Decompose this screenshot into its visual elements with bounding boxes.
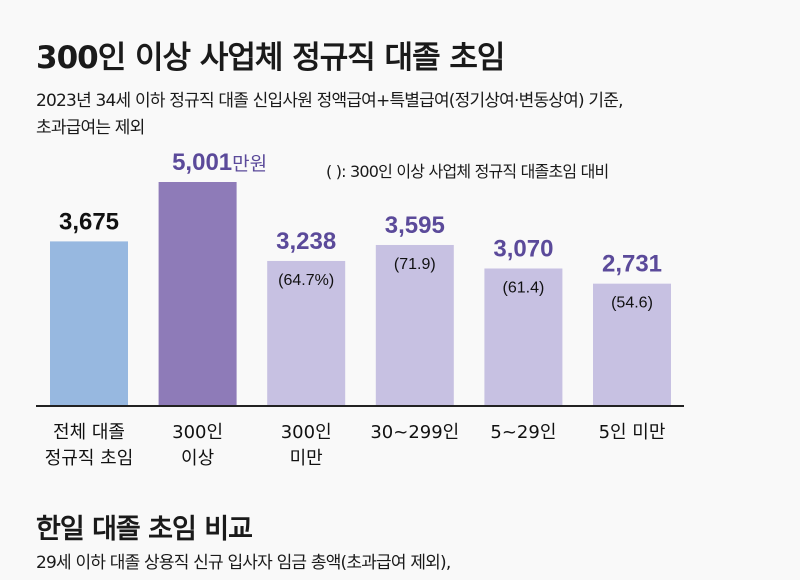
bar [484,268,563,406]
ratio-label: (71.9) [394,256,436,273]
value-label: 5,001만원 [172,149,267,176]
bar [158,182,237,406]
category-label: 300인 [172,422,223,443]
ratio-label: (61.4) [503,279,545,296]
ratio-label: (54.6) [611,295,653,312]
value-label: 2,731 [602,251,662,278]
category-label: 5인 미만 [599,422,666,443]
category-label: 이상 [181,448,214,469]
bar [375,244,454,406]
value-label: 3,595 [385,212,445,239]
section2-subtitle: 29세 이하 대졸 상용직 신규 입사자 임금 총액(초과급여 제외), [36,553,451,573]
unit-label: 만원 [232,153,267,175]
bar [50,241,128,406]
value-label: 3,238 [276,228,336,255]
subtitle: 2023년 34세 이하 정규직 대졸 신입사원 정액급여+특별급여(정기상여·… [36,88,776,142]
category-label: 전체 대졸 [53,422,125,443]
page-title: 300인 이상 사업체 정규직 대졸 초임 [36,40,505,76]
section2-title: 한일 대졸 초임 비교 [36,514,253,545]
bar [267,260,346,406]
category-label: 정규직 초임 [45,448,134,469]
category-label: 30~299인 [370,422,459,443]
subtitle-line-2: 초과급여는 제외 [36,118,145,138]
category-label: 300인 [281,422,332,443]
value-label: 3,070 [493,235,553,262]
ratio-note: ( ): 300인 이상 사업체 정규직 대졸초임 대비 [326,162,609,181]
subtitle-line-1: 2023년 34세 이하 정규직 대졸 신입사원 정액급여+특별급여(정기상여·… [36,91,623,111]
ratio-label: (64.7%) [278,272,334,289]
bar [593,283,671,406]
category-label: 미만 [290,448,323,469]
value-label: 3,675 [59,208,119,235]
category-label: 5~29인 [490,422,556,443]
